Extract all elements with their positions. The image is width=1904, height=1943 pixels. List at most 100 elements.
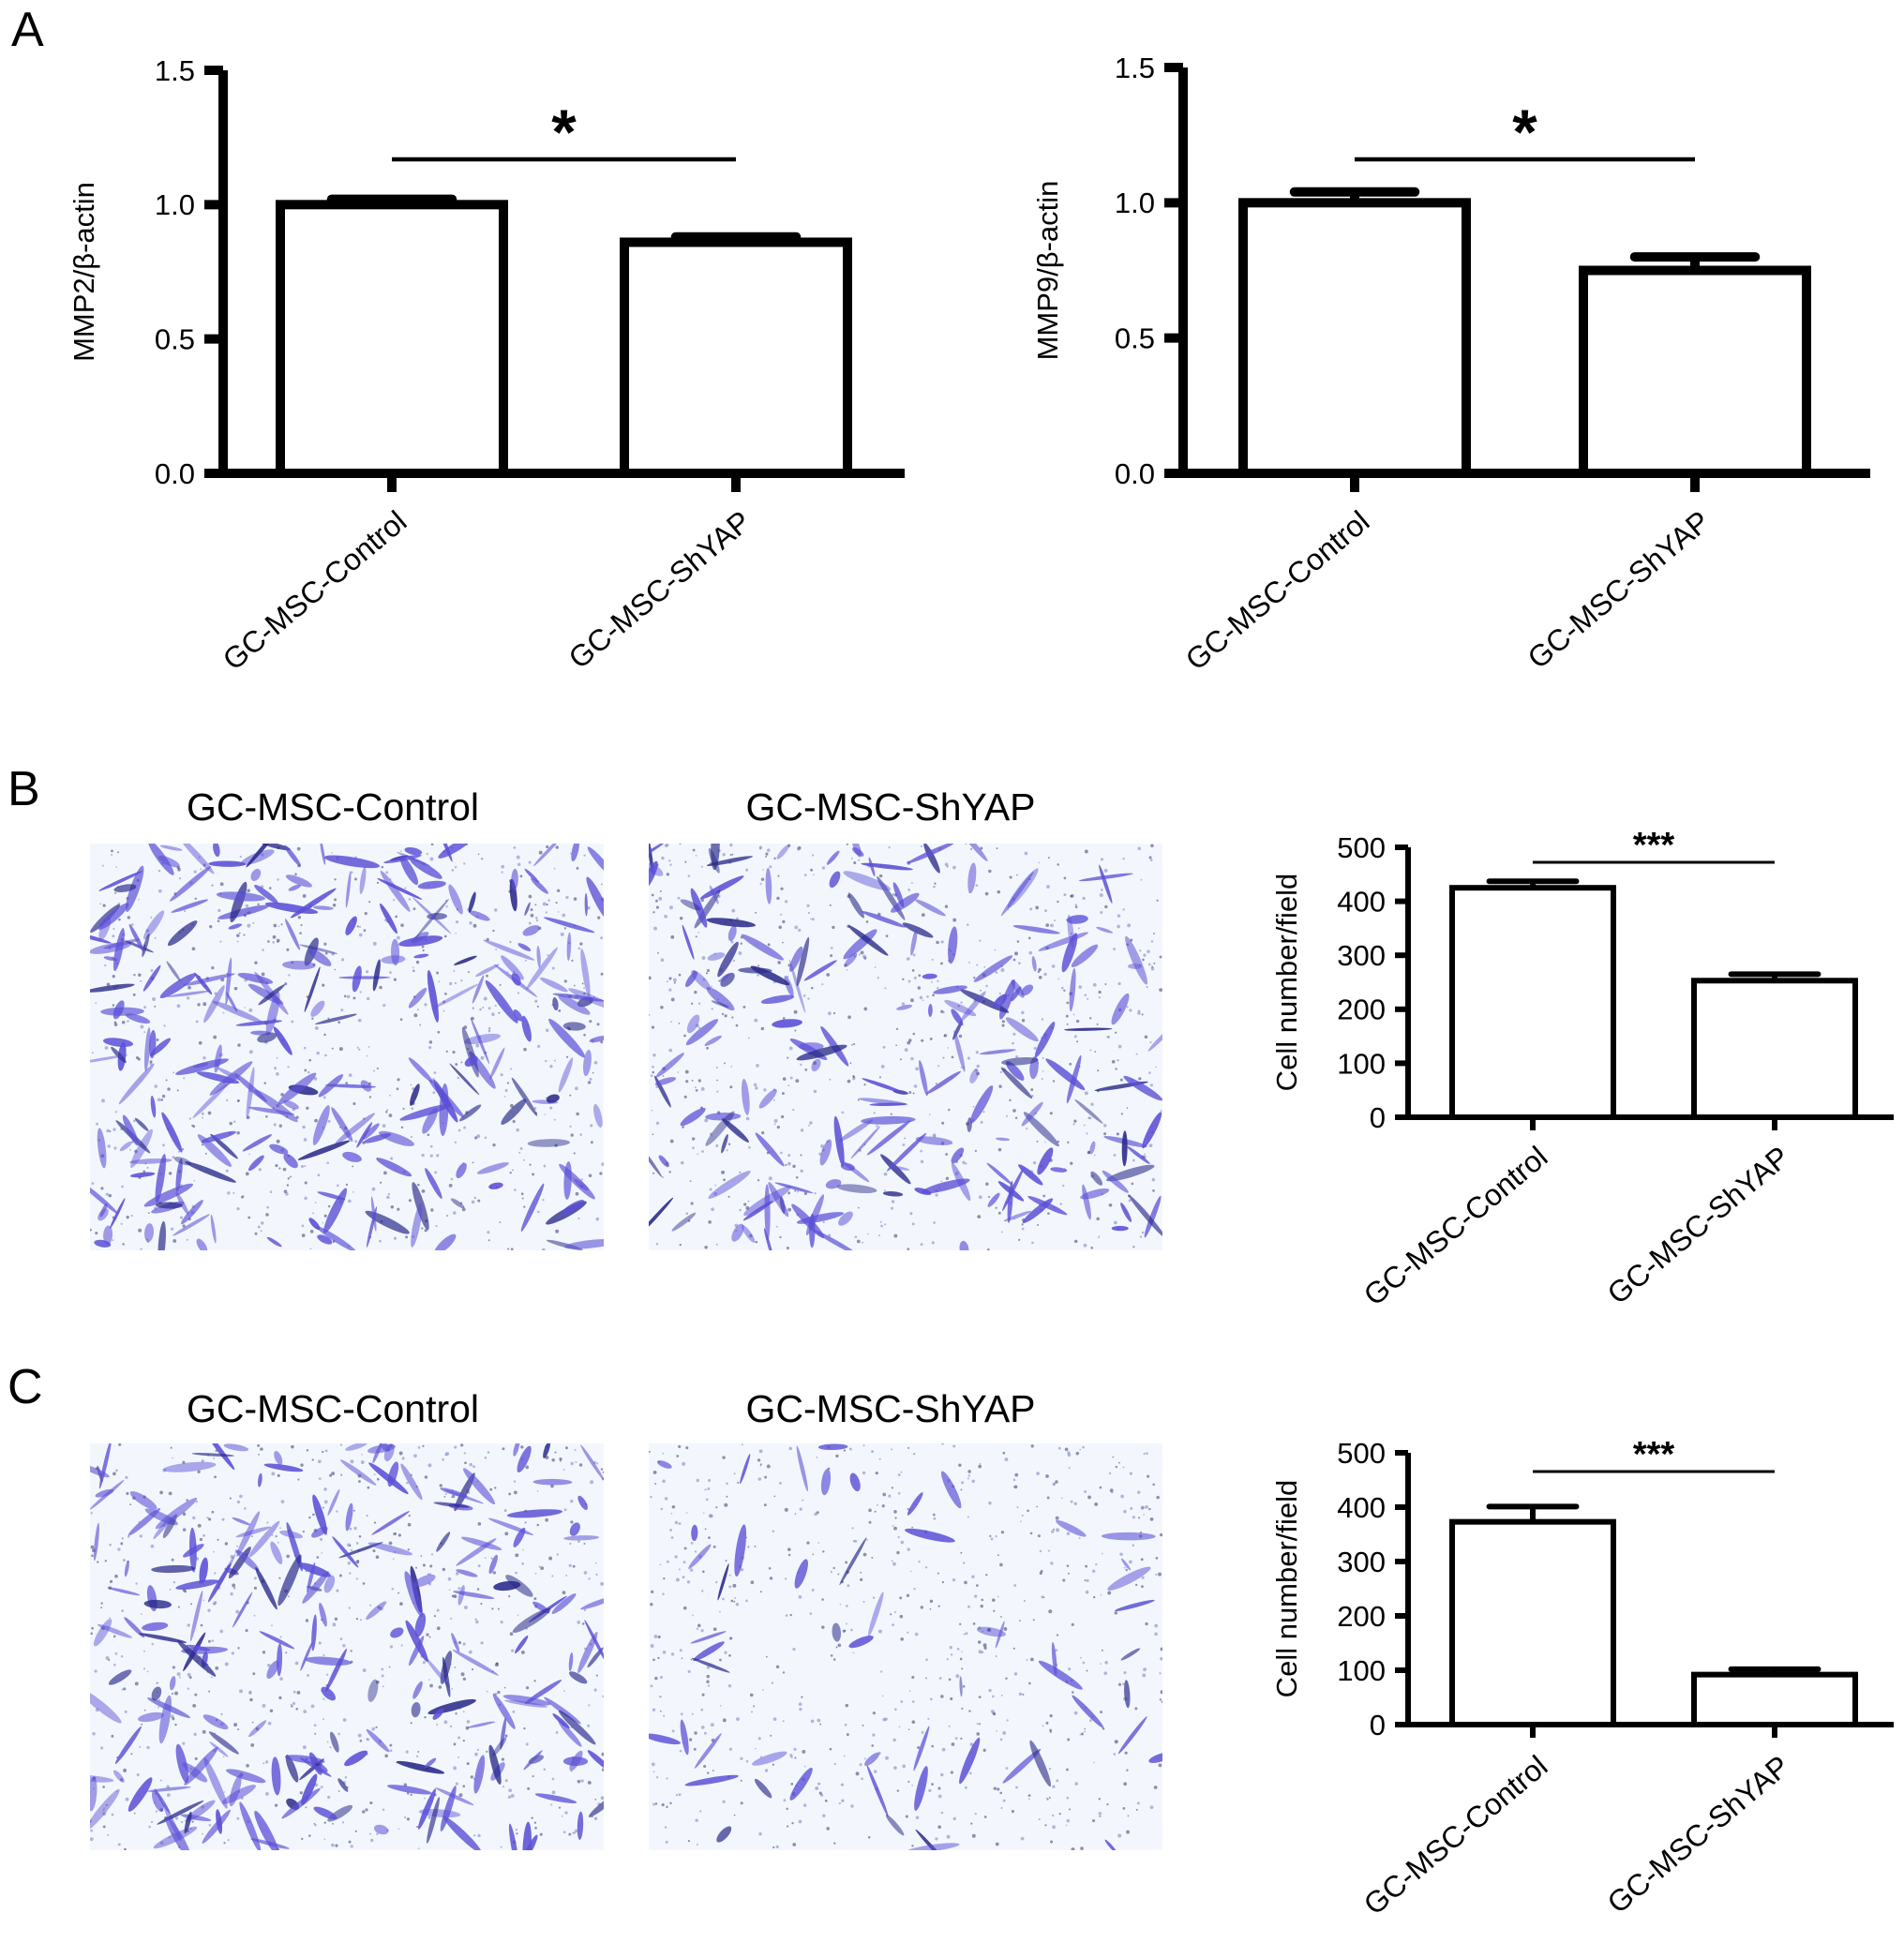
pore-dot	[182, 1148, 185, 1151]
pore-dot	[1026, 1127, 1028, 1130]
stained-cell	[742, 1078, 750, 1115]
pore-dot	[715, 1243, 718, 1246]
stained-cell	[552, 997, 559, 1011]
pore-dot	[118, 918, 121, 921]
stained-cell	[886, 1132, 927, 1172]
stained-cell	[1089, 1141, 1096, 1155]
pore-dot	[192, 1516, 196, 1520]
stained-cell	[488, 1182, 503, 1189]
pore-dot	[109, 1617, 111, 1619]
pore-dot	[957, 1005, 960, 1008]
pore-dot	[813, 874, 815, 876]
pore-dot	[334, 1617, 338, 1621]
pore-dot	[533, 1821, 537, 1824]
pore-dot	[789, 1754, 793, 1757]
pore-dot	[1068, 1667, 1072, 1671]
pore-dot	[1014, 1116, 1018, 1119]
pore-dot	[969, 1742, 974, 1746]
pore-dot	[991, 1598, 996, 1602]
pore-dot	[329, 1746, 332, 1749]
pore-dot	[878, 1076, 881, 1079]
stained-cell	[185, 1161, 236, 1183]
pore-dot	[162, 1143, 165, 1147]
pore-dot	[458, 1793, 463, 1798]
stained-cell	[649, 844, 667, 862]
stained-cell	[750, 965, 790, 986]
stained-cell	[558, 1720, 582, 1747]
pore-dot	[304, 1165, 307, 1167]
pore-dot	[455, 932, 457, 934]
pore-dot	[970, 847, 973, 850]
pore-dot	[97, 1561, 99, 1563]
pore-dot	[429, 1683, 433, 1688]
pore-dot	[692, 1614, 695, 1617]
pore-dot	[862, 954, 866, 959]
pore-dot	[219, 882, 224, 887]
stained-cell	[163, 1461, 217, 1472]
pore-dot	[1159, 955, 1162, 959]
pore-dot	[952, 1444, 956, 1448]
pore-dot	[755, 911, 757, 914]
stained-cell	[1029, 1740, 1052, 1787]
pore-dot	[967, 1474, 970, 1477]
pore-dot	[980, 1120, 983, 1124]
pore-dot	[353, 877, 357, 881]
pore-dot	[579, 942, 583, 946]
pore-dot	[553, 1059, 556, 1062]
pore-dot	[557, 889, 561, 892]
pore-dot	[1050, 923, 1054, 928]
pore-dot	[498, 1011, 501, 1014]
pore-dot	[254, 961, 258, 964]
pore-dot	[937, 1794, 942, 1799]
pore-dot	[149, 1060, 153, 1064]
pore-dot	[310, 1704, 315, 1709]
pore-dot	[535, 919, 539, 922]
stained-cell	[1050, 1167, 1068, 1173]
pore-dot	[1148, 1507, 1151, 1511]
pore-dot	[1027, 1509, 1029, 1513]
pore-dot	[518, 1151, 521, 1154]
pore-dot	[406, 1817, 411, 1821]
pore-dot	[578, 1463, 583, 1467]
pore-dot	[172, 1666, 175, 1669]
pore-dot	[197, 1470, 201, 1474]
pore-dot	[1098, 990, 1102, 994]
pore-dot	[780, 1151, 783, 1155]
pore-dot	[702, 1512, 705, 1515]
pore-dot	[455, 1063, 458, 1067]
stained-cell	[196, 1238, 208, 1250]
stained-cell	[858, 1098, 908, 1106]
pore-dot	[368, 1096, 372, 1099]
stained-cell	[124, 1560, 129, 1577]
pore-dot	[125, 1797, 129, 1801]
pore-dot	[563, 1690, 565, 1693]
pore-dot	[1042, 1596, 1045, 1599]
pore-dot	[892, 892, 895, 896]
stained-cell	[684, 1774, 739, 1786]
stained-cell	[210, 1214, 217, 1244]
stained-cell	[953, 1030, 966, 1072]
pore-dot	[91, 1554, 94, 1557]
pore-dot	[759, 1756, 762, 1758]
pore-dot	[299, 1791, 303, 1795]
pore-dot	[538, 1565, 541, 1568]
pore-dot	[362, 1668, 367, 1673]
pore-dot	[103, 1807, 106, 1809]
pore-dot	[1036, 1472, 1040, 1476]
pore-dot	[237, 1647, 240, 1650]
stained-cell	[688, 1544, 712, 1569]
stained-cell	[483, 939, 535, 961]
y-axis-label: Cell number/field	[1270, 874, 1303, 1092]
pore-dot	[757, 1458, 761, 1462]
pore-dot	[313, 1077, 318, 1081]
pore-dot	[476, 1748, 480, 1752]
pore-dot	[245, 1629, 248, 1633]
pore-dot	[105, 1803, 108, 1806]
pore-dot	[1036, 1505, 1039, 1508]
pore-dot	[504, 1532, 509, 1536]
pore-dot	[557, 911, 560, 913]
stained-cell	[344, 1750, 368, 1767]
pore-dot	[755, 1086, 758, 1090]
stained-cell	[907, 844, 956, 864]
micrograph-c-shyap	[649, 1443, 1162, 1850]
